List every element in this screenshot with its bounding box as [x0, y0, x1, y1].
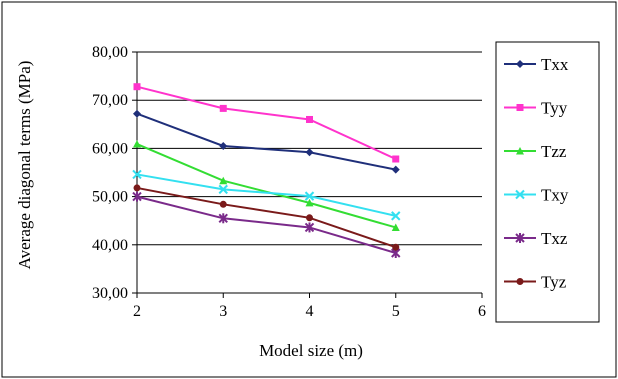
- point-txx: [219, 141, 228, 150]
- legend-box: [495, 41, 600, 323]
- series-line-tyy: [136, 85, 397, 160]
- x-tick-label: 3: [219, 303, 227, 320]
- marker-stroke: [218, 184, 228, 195]
- y-tick-label: 60,00: [92, 140, 128, 157]
- legend-label-txy: Txy: [541, 186, 569, 205]
- series-line-tyz: [136, 186, 397, 249]
- legend-marker-tzz: [516, 147, 524, 155]
- plot-area: 30,00 40,00 50,00 60,00 70,00 80,00 2 3 4 5 6: [92, 44, 486, 320]
- point-txy: [304, 191, 315, 201]
- point-tyz: [133, 184, 141, 192]
- point-tyy: [392, 155, 400, 163]
- legend: Txx Tyy Tzz Txy Txz Tyz: [495, 41, 600, 323]
- point-tzz: [133, 140, 141, 148]
- point-txx: [305, 148, 314, 157]
- point-tyz: [219, 200, 227, 208]
- series-line-txz: [136, 195, 397, 254]
- legend-label-txz: Txz: [541, 229, 568, 248]
- legend-marker-tyy: [516, 104, 524, 111]
- point-txz: [218, 213, 228, 224]
- point-txy: [132, 169, 142, 180]
- y-tick-label: 50,00: [92, 189, 128, 206]
- point-txx: [133, 109, 141, 118]
- x-axis-title: Model size (m): [259, 341, 363, 360]
- point-tyz: [306, 214, 313, 222]
- point-txz: [132, 191, 142, 202]
- marker-stroke: [132, 169, 142, 180]
- marker-stroke: [515, 189, 525, 200]
- legend-marker-txz: [515, 233, 525, 243]
- point-txx: [391, 165, 400, 174]
- point-tyy: [219, 104, 227, 112]
- point-txz: [304, 222, 315, 233]
- x-tick-label: 2: [133, 303, 141, 320]
- y-tick-label: 80,00: [92, 44, 128, 61]
- legend-label-tyy: Tyy: [541, 99, 568, 118]
- point-tzz: [391, 223, 400, 231]
- legend-marker-txx: [516, 60, 524, 68]
- y-tick-label: 30,00: [92, 285, 128, 302]
- point-txy: [391, 211, 401, 221]
- series-line-txx: [136, 112, 396, 171]
- x-tick-label: 6: [478, 303, 486, 320]
- legend-label-tyz: Tyz: [541, 273, 567, 292]
- y-axis-title: Average diagonal terms (MPa): [15, 61, 34, 270]
- marker-stroke: [304, 191, 315, 201]
- point-tzz: [305, 198, 314, 207]
- point-tyz: [392, 243, 400, 251]
- point-tyy: [133, 83, 141, 91]
- point-txy: [218, 184, 228, 195]
- y-tick-label: 70,00: [92, 92, 128, 109]
- legend-marker-txy: [515, 189, 525, 200]
- marker-stroke: [391, 211, 401, 221]
- x-tick-label: 4: [306, 303, 314, 320]
- point-tzz: [219, 176, 228, 185]
- legend-label-tzz: Tzz: [541, 142, 567, 161]
- series-line-txy: [136, 173, 396, 217]
- y-tick-label: 40,00: [92, 237, 128, 254]
- legend-marker-tyz: [516, 278, 524, 285]
- x-tick-label: 5: [392, 303, 400, 320]
- point-tyy: [306, 115, 313, 123]
- legend-label-txx: Txx: [541, 55, 569, 74]
